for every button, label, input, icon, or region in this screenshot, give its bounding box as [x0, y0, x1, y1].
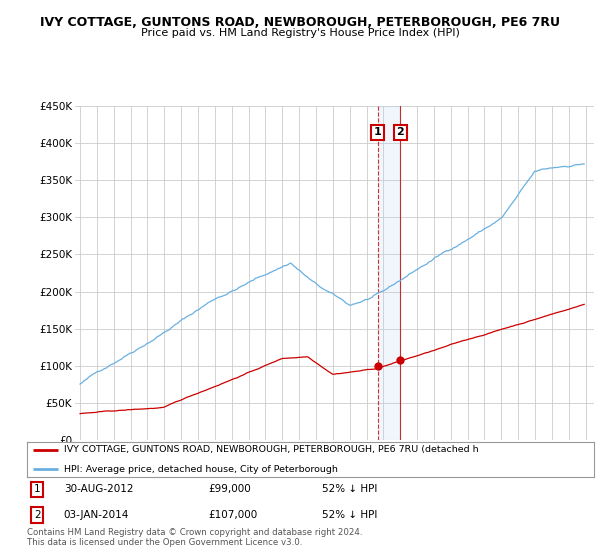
- Text: HPI: Average price, detached house, City of Peterborough: HPI: Average price, detached house, City…: [64, 465, 338, 474]
- Text: 1: 1: [34, 484, 41, 494]
- Text: IVY COTTAGE, GUNTONS ROAD, NEWBOROUGH, PETERBOROUGH, PE6 7RU (detached h: IVY COTTAGE, GUNTONS ROAD, NEWBOROUGH, P…: [64, 445, 478, 454]
- Text: 52% ↓ HPI: 52% ↓ HPI: [322, 484, 377, 494]
- Text: Contains HM Land Registry data © Crown copyright and database right 2024.: Contains HM Land Registry data © Crown c…: [27, 528, 362, 537]
- Text: 1: 1: [374, 127, 382, 137]
- Text: Price paid vs. HM Land Registry's House Price Index (HPI): Price paid vs. HM Land Registry's House …: [140, 28, 460, 38]
- Text: £99,000: £99,000: [208, 484, 251, 494]
- Text: 52% ↓ HPI: 52% ↓ HPI: [322, 510, 377, 520]
- Bar: [378, 106, 400, 440]
- Text: 30-AUG-2012: 30-AUG-2012: [64, 484, 133, 494]
- Text: 2: 2: [397, 127, 404, 137]
- Text: £107,000: £107,000: [208, 510, 257, 520]
- Text: IVY COTTAGE, GUNTONS ROAD, NEWBOROUGH, PETERBOROUGH, PE6 7RU: IVY COTTAGE, GUNTONS ROAD, NEWBOROUGH, P…: [40, 16, 560, 29]
- Text: 03-JAN-2014: 03-JAN-2014: [64, 510, 129, 520]
- Text: 2: 2: [34, 510, 41, 520]
- Text: This data is licensed under the Open Government Licence v3.0.: This data is licensed under the Open Gov…: [27, 538, 302, 547]
